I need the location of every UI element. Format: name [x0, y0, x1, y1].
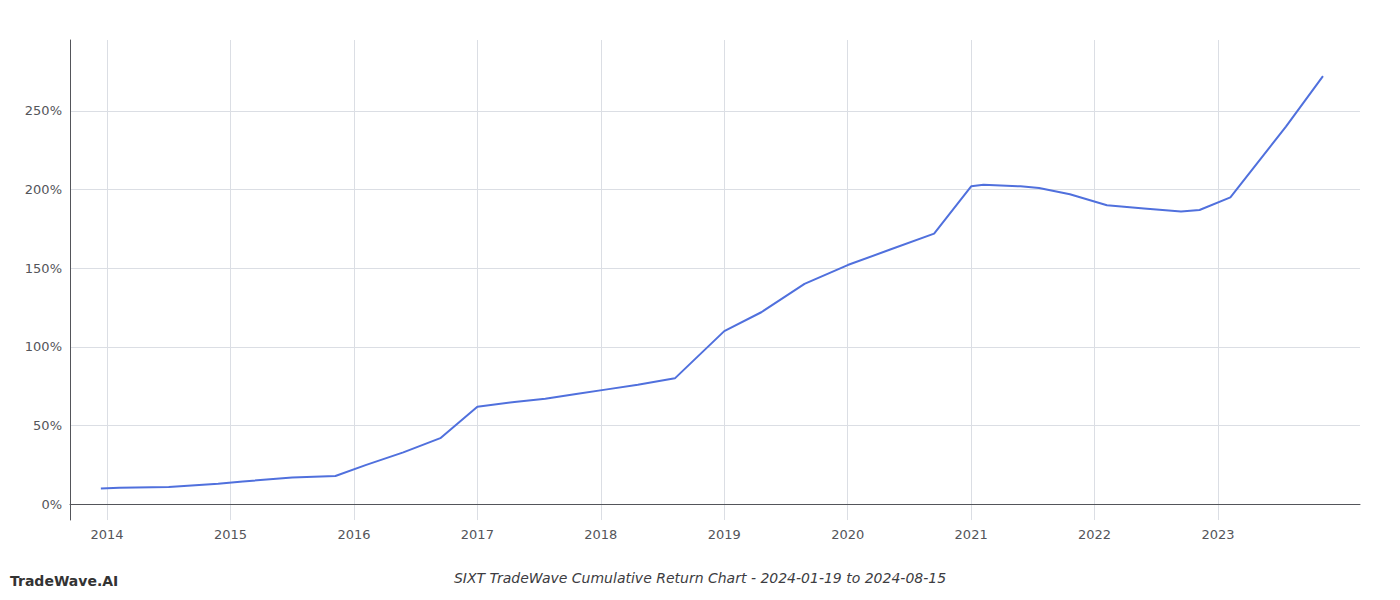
svg-text:SIXT TradeWave Cumulative Retu: SIXT TradeWave Cumulative Return Chart -… [454, 570, 946, 586]
svg-text:200%: 200% [25, 182, 62, 197]
svg-text:250%: 250% [25, 103, 62, 118]
svg-text:2015: 2015 [214, 527, 247, 542]
svg-text:2019: 2019 [708, 527, 741, 542]
svg-text:2018: 2018 [584, 527, 617, 542]
svg-text:2023: 2023 [1201, 527, 1234, 542]
svg-text:50%: 50% [33, 418, 62, 433]
svg-text:2022: 2022 [1078, 527, 1111, 542]
svg-text:TradeWave.AI: TradeWave.AI [10, 573, 118, 589]
svg-text:2020: 2020 [831, 527, 864, 542]
svg-text:150%: 150% [25, 261, 62, 276]
svg-text:2021: 2021 [955, 527, 988, 542]
svg-text:0%: 0% [41, 497, 62, 512]
svg-text:2014: 2014 [90, 527, 123, 542]
svg-text:2017: 2017 [461, 527, 494, 542]
svg-text:2016: 2016 [337, 527, 370, 542]
svg-text:100%: 100% [25, 339, 62, 354]
